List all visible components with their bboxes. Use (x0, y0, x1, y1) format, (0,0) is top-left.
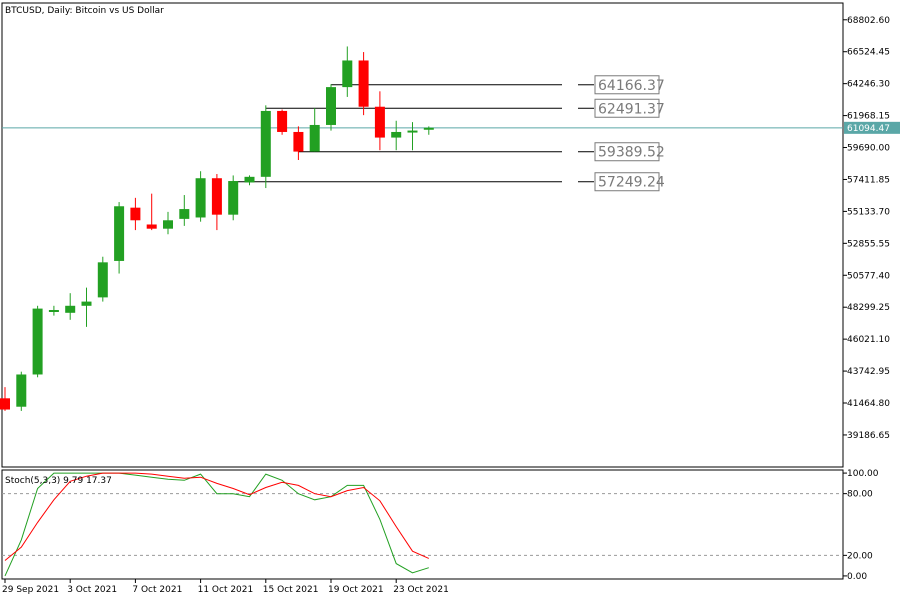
time-tick-label: 23 Oct 2021 (393, 585, 449, 595)
level-label: 57249.24 (598, 175, 665, 191)
candle-body (309, 124, 320, 152)
candle-body (163, 220, 173, 229)
stoch-signal-line (4, 472, 430, 561)
price-tick-label: 55133.70 (847, 207, 890, 217)
price-tick-label: 48299.25 (847, 303, 890, 313)
price-tick-label: 52855.55 (847, 239, 890, 249)
candle-body (244, 176, 255, 183)
level-label-box (594, 75, 660, 95)
time-tick-label: 19 Oct 2021 (328, 585, 384, 595)
price-tick-label: 68802.60 (847, 16, 890, 26)
stoch-tick-label: 0.00 (847, 572, 867, 582)
candle-body (326, 87, 336, 125)
level-label-box (594, 172, 660, 192)
level-label-box (594, 98, 660, 118)
candle-body (179, 209, 190, 219)
price-tick-label: 39186.65 (847, 431, 890, 441)
candle-body (130, 207, 141, 221)
price-tick-label: 57411.85 (847, 175, 890, 185)
candle-body (293, 131, 304, 152)
stoch-main-line (4, 472, 429, 577)
candle-body (65, 305, 76, 313)
stochastic-panel (1, 469, 844, 580)
candle-body (358, 60, 369, 107)
current-price-tag-label: 61094.47 (847, 124, 890, 134)
candle-body (342, 60, 353, 88)
price-tick-label: 66524.45 (847, 48, 890, 58)
candle-body (0, 398, 10, 410)
time-tick-label: 3 Oct 2021 (67, 585, 117, 595)
candle-body (48, 309, 59, 312)
candle-body (195, 178, 206, 218)
level-label: 62491.37 (598, 101, 665, 117)
main-chart-frame (1, 2, 844, 468)
candle-body (260, 110, 271, 177)
main-plot-area (1, 2, 844, 468)
stoch-tick-label: 20.00 (847, 551, 873, 561)
time-tick-label: 15 Oct 2021 (263, 585, 319, 595)
time-axis: 29 Sep 2021 3 Oct 2021 7 Oct 2021 11 Oct 20… (2, 579, 449, 595)
price-tick-label: 50577.40 (847, 271, 890, 281)
price-tick-label: 59690.00 (847, 144, 890, 154)
candle-body (211, 178, 222, 215)
current-price-tag: 61094.47 (844, 121, 900, 134)
time-tick-label: 29 Sep 2021 (2, 585, 59, 595)
candle-body (97, 262, 108, 298)
stochastic-label: Stoch(5,3,3) 9.79 17.37 (5, 476, 112, 486)
candle-body (228, 181, 239, 215)
candle-body (391, 131, 402, 138)
price-tick-label: 64246.30 (847, 80, 890, 90)
price-levels[interactable]: 64166.37 62491.37 59389.52 57249.24 (233, 75, 665, 192)
chart-header: BTCUSD, Daily: Bitcoin vs US Dollar (5, 6, 164, 16)
candle-body (81, 301, 92, 306)
price-tick-label: 43742.95 (847, 367, 890, 377)
candle-body (423, 127, 434, 130)
level-label: 59389.52 (598, 145, 665, 161)
candle-body (407, 130, 418, 133)
stochastic-lines (4, 472, 430, 577)
candle-body (114, 206, 125, 261)
price-tick-label: 41464.80 (847, 399, 890, 409)
stochastic-plot-area (1, 469, 844, 580)
stoch-tick-label: 100.00 (847, 469, 879, 479)
candles (0, 46, 434, 411)
price-axis: 68802.60 66524.45 64246.30 61968.15 59690.00… (843, 16, 890, 441)
price-tick-label: 61968.15 (847, 112, 890, 122)
candle-body (374, 106, 385, 138)
level-label: 64166.37 (598, 78, 665, 94)
stoch-tick-label: 80.00 (847, 490, 873, 500)
time-tick-label: 11 Oct 2021 (198, 585, 254, 595)
candle-body (16, 374, 27, 407)
candle-body (277, 110, 288, 132)
candle-body (32, 308, 43, 375)
current-price-tag-bg (844, 121, 900, 134)
candle-body (146, 224, 157, 229)
price-tick-label: 46021.10 (847, 335, 890, 345)
level-label-box (594, 142, 660, 162)
time-tick-label: 7 Oct 2021 (132, 585, 182, 595)
